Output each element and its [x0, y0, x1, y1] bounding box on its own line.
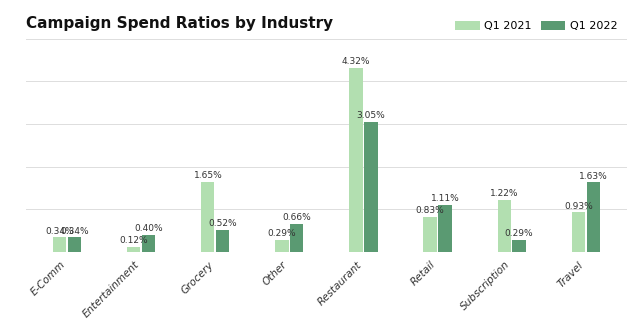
Text: 0.34%: 0.34%	[60, 227, 89, 236]
Text: 0.29%: 0.29%	[268, 229, 296, 238]
Bar	[127, 247, 140, 252]
Bar	[290, 224, 303, 252]
Bar	[513, 240, 525, 252]
Bar	[438, 204, 452, 252]
Text: 0.66%: 0.66%	[282, 213, 311, 222]
Text: 0.93%: 0.93%	[564, 202, 593, 211]
Bar	[53, 237, 67, 252]
Bar	[424, 216, 437, 252]
Bar	[142, 235, 156, 252]
Bar	[201, 182, 214, 252]
Bar	[275, 240, 289, 252]
Text: 1.65%: 1.65%	[193, 171, 222, 180]
Bar	[349, 68, 363, 252]
Text: 0.52%: 0.52%	[209, 219, 237, 228]
Bar	[68, 237, 81, 252]
Bar	[572, 212, 585, 252]
Bar	[364, 122, 378, 252]
Bar	[586, 182, 600, 252]
Text: 0.40%: 0.40%	[134, 224, 163, 233]
Text: 3.05%: 3.05%	[356, 111, 385, 120]
Text: 4.32%: 4.32%	[342, 57, 371, 66]
Text: 1.63%: 1.63%	[579, 172, 607, 181]
Text: 0.83%: 0.83%	[416, 206, 445, 215]
Bar	[216, 230, 229, 252]
Text: 1.11%: 1.11%	[431, 194, 460, 203]
Text: 1.22%: 1.22%	[490, 189, 518, 198]
Text: 0.29%: 0.29%	[505, 229, 533, 238]
Text: Campaign Spend Ratios by Industry: Campaign Spend Ratios by Industry	[26, 16, 333, 31]
Bar	[497, 200, 511, 252]
Text: 0.34%: 0.34%	[45, 227, 74, 236]
Legend: Q1 2021, Q1 2022: Q1 2021, Q1 2022	[451, 16, 621, 36]
Text: 0.12%: 0.12%	[120, 236, 148, 245]
